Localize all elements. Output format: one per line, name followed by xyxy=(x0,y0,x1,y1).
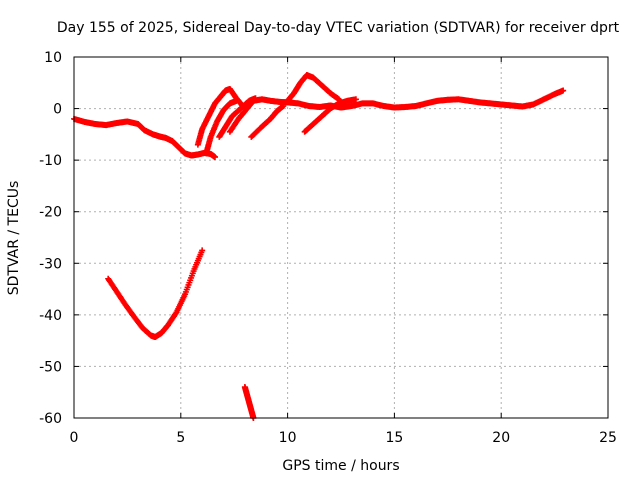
data-point xyxy=(560,87,567,94)
y-tick-label: -40 xyxy=(39,308,62,324)
grid xyxy=(74,57,608,418)
data-series xyxy=(71,72,567,421)
y-tick-label: 10 xyxy=(44,50,62,66)
y-tick-label: -50 xyxy=(39,359,62,375)
series-hump xyxy=(284,72,342,104)
axis-ticks: 0 5 10 15 20 25 -60 -50 -40 -30 -20 -10 0 10 xyxy=(39,50,617,446)
series-rise-b xyxy=(203,97,240,156)
x-tick-label: 0 xyxy=(70,430,79,446)
x-axis-label: GPS time / hours xyxy=(282,458,399,474)
y-tick-label: -60 xyxy=(39,411,62,427)
chart-title: Day 155 of 2025, Sidereal Day-to-day VTE… xyxy=(57,20,620,36)
series-rise-d xyxy=(226,96,291,135)
data-point xyxy=(211,154,218,161)
y-axis-label: SDTVAR / TECUs xyxy=(6,181,22,296)
y-tick-label: -20 xyxy=(39,205,62,221)
y-tick-label: 0 xyxy=(53,102,62,118)
x-tick-label: 10 xyxy=(279,430,297,446)
series-dip xyxy=(301,96,359,135)
data-point xyxy=(280,102,287,109)
series-rise-a xyxy=(194,85,246,148)
series-rise-e xyxy=(248,102,287,140)
data-point xyxy=(352,96,359,103)
plot-frame xyxy=(73,56,609,419)
series-main xyxy=(71,115,218,161)
series-drop xyxy=(241,384,257,421)
x-tick-label: 25 xyxy=(599,430,617,446)
x-tick-label: 20 xyxy=(492,430,510,446)
x-tick-label: 15 xyxy=(385,430,403,446)
data-point xyxy=(199,247,206,254)
y-tick-label: -30 xyxy=(39,256,62,272)
y-tick-label: -10 xyxy=(39,153,62,169)
series-parabola xyxy=(105,247,206,341)
x-tick-label: 5 xyxy=(176,430,185,446)
series-continuous xyxy=(284,87,567,111)
data-point xyxy=(233,97,240,104)
